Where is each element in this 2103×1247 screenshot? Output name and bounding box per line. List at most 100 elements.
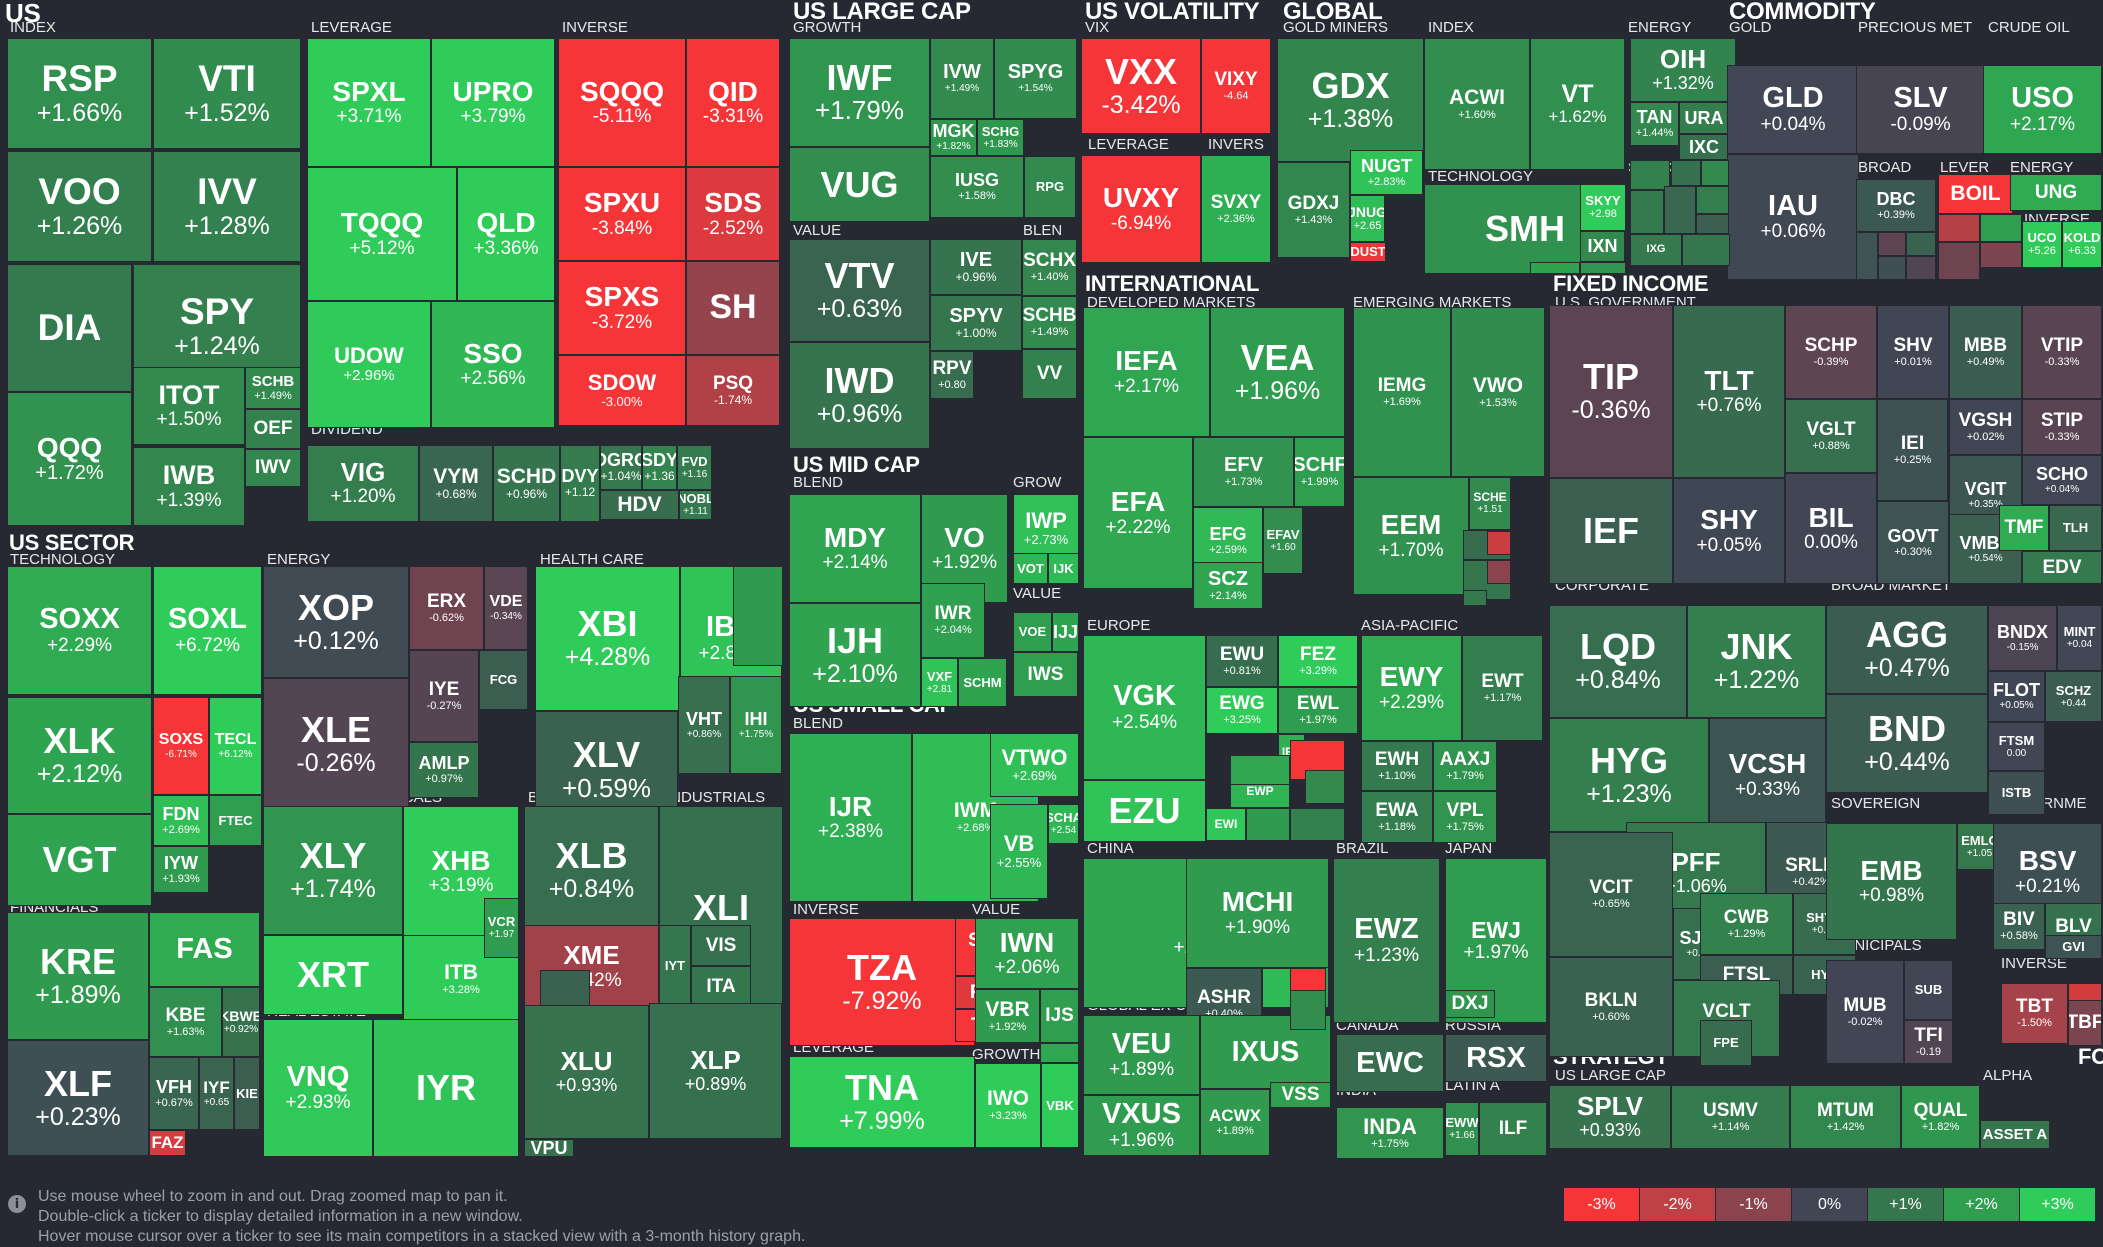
- ticker-tile-vfh[interactable]: VFH +0.67%: [149, 1057, 199, 1130]
- ticker-tile-vgk[interactable]: VGK +2.54%: [1083, 635, 1206, 780]
- ticker-tile-sh[interactable]: SH: [686, 261, 780, 355]
- ticker-tile-eww[interactable]: EWW +1.66: [1445, 1102, 1479, 1156]
- ticker-tile-fcg[interactable]: FCG: [479, 650, 528, 710]
- ticker-tile-xlb[interactable]: XLB +0.84%: [524, 806, 659, 934]
- ticker-tile-ewg[interactable]: EWG +3.25%: [1206, 687, 1278, 734]
- ticker-tile-schp[interactable]: SCHP -0.39%: [1785, 305, 1877, 399]
- ticker-tile-tip[interactable]: TIP -0.36%: [1549, 305, 1673, 478]
- ticker-tile-dbc[interactable]: DBC +0.39%: [1856, 179, 1936, 232]
- ticker-tile-ijj[interactable]: IJJ: [1052, 612, 1079, 652]
- ticker-tile-iye[interactable]: IYE -0.27%: [409, 650, 479, 742]
- ticker-tile-vot[interactable]: VOT: [1013, 553, 1048, 584]
- ticker-tile-ita[interactable]: ITA: [691, 966, 751, 1008]
- ticker-tile-rsp[interactable]: RSP +1.66%: [7, 38, 152, 149]
- ticker-tile-scha[interactable]: SCHA+2.54: [1048, 804, 1079, 844]
- ticker-tile-efav[interactable]: EFAV +1.60: [1263, 507, 1303, 574]
- ticker-tile-ijs[interactable]: IJS: [1040, 989, 1079, 1043]
- ticker-tile-vb[interactable]: VB +2.55%: [990, 804, 1048, 899]
- ticker-tile-cwb[interactable]: CWB +1.29%: [1700, 893, 1793, 955]
- ticker-tile-dvy[interactable]: DVY +1.12: [560, 445, 600, 522]
- ticker-tile-dust[interactable]: DUST: [1350, 242, 1386, 262]
- ticker-tile-xlu[interactable]: XLU +0.93%: [524, 1005, 649, 1139]
- ticker-tile-vgt[interactable]: VGT: [7, 814, 152, 906]
- ticker-tile-voe[interactable]: VOE: [1013, 612, 1052, 652]
- ticker-tile-vig[interactable]: VIG +1.20%: [307, 445, 419, 522]
- ticker-tile-small[interactable]: [540, 970, 590, 1006]
- ticker-tile-ewh[interactable]: EWH +1.10%: [1361, 741, 1433, 791]
- ticker-tile-ung[interactable]: UNG: [2010, 174, 2102, 211]
- ticker-tile-emb[interactable]: EMB +0.98%: [1826, 823, 1957, 940]
- ticker-tile-iwr[interactable]: IWR +2.04%: [921, 583, 985, 658]
- ticker-tile-oih[interactable]: OIH +1.32%: [1630, 38, 1736, 102]
- ticker-tile-sso[interactable]: SSO +2.56%: [431, 301, 555, 428]
- ticker-tile-fvd[interactable]: FVD +1.16: [677, 445, 712, 490]
- ticker-tile-kbe[interactable]: KBE +1.63%: [149, 987, 222, 1057]
- ticker-tile-tmf[interactable]: TMF: [1999, 505, 2049, 551]
- ticker-tile-upro[interactable]: UPRO +3.79%: [431, 38, 555, 167]
- ticker-tile-scho[interactable]: SCHO +0.04%: [2022, 455, 2102, 505]
- ticker-tile-ezu[interactable]: EZU: [1083, 780, 1206, 842]
- ticker-tile-tbt[interactable]: TBT -1.50%: [2001, 983, 2068, 1044]
- ticker-tile-xrt[interactable]: XRT: [263, 935, 403, 1015]
- ticker-tile-tlh[interactable]: TLH: [2049, 505, 2102, 551]
- ticker-tile-vss[interactable]: VSS: [1270, 1082, 1331, 1108]
- ticker-tile-tbf[interactable]: TBF: [2068, 1000, 2102, 1046]
- ticker-tile-flot[interactable]: FLOT +0.05%: [1988, 671, 2045, 722]
- ticker-tile-splv[interactable]: SPLV +0.93%: [1549, 1085, 1671, 1149]
- ticker-tile-schz[interactable]: SCHZ +0.44: [2045, 671, 2102, 722]
- ticker-tile-kold[interactable]: KOLD +6.33: [2062, 221, 2102, 268]
- ticker-tile-jnk[interactable]: JNK +1.22%: [1687, 605, 1826, 718]
- ticker-tile-tan[interactable]: TAN +1.44%: [1630, 102, 1679, 146]
- ticker-tile-tlt[interactable]: TLT +0.76%: [1673, 305, 1785, 478]
- ticker-tile-scz[interactable]: SCZ +2.14%: [1193, 562, 1263, 609]
- ticker-tile-vti[interactable]: VTI +1.52%: [153, 38, 301, 149]
- ticker-tile-uso[interactable]: USO +2.17%: [1983, 65, 2102, 154]
- ticker-tile-ewy[interactable]: EWY +2.29%: [1361, 635, 1462, 741]
- ticker-tile-rpv[interactable]: RPV +0.80: [930, 351, 974, 399]
- ticker-tile-small[interactable]: [1906, 232, 1936, 256]
- ticker-tile-iyf[interactable]: IYF +0.65: [199, 1057, 234, 1130]
- ticker-tile-ijh[interactable]: IJH +2.10%: [789, 603, 921, 707]
- ticker-tile-kie[interactable]: KIE: [234, 1057, 260, 1130]
- ticker-tile-vixy[interactable]: VIXY -4.64: [1201, 38, 1271, 134]
- ticker-tile-vxf[interactable]: VXF +2.81: [921, 658, 958, 707]
- ticker-tile-iyr[interactable]: IYR: [373, 1019, 519, 1157]
- ticker-tile-small[interactable]: [1290, 990, 1326, 1030]
- ticker-tile-iwv[interactable]: IWV: [245, 449, 301, 487]
- ticker-tile-hyg[interactable]: HYG +1.23%: [1549, 718, 1709, 832]
- ticker-tile-tecl[interactable]: TECL +6.12%: [209, 697, 262, 795]
- ticker-tile-iwd[interactable]: IWD +0.96%: [789, 342, 930, 449]
- ticker-tile-faz[interactable]: FAZ: [149, 1130, 186, 1156]
- ticker-tile-stip[interactable]: STIP -0.33%: [2022, 399, 2102, 455]
- ticker-tile-vcsh[interactable]: VCSH +0.33%: [1709, 718, 1826, 832]
- ticker-tile-shv[interactable]: SHV +0.01%: [1877, 305, 1949, 399]
- ticker-tile-small[interactable]: [1040, 1043, 1079, 1063]
- ticker-tile-tqqq[interactable]: TQQQ +5.12%: [307, 167, 457, 301]
- ticker-tile-ewt[interactable]: EWT +1.17%: [1462, 635, 1543, 741]
- ticker-tile-small[interactable]: [1682, 234, 1730, 266]
- ticker-tile-vxx[interactable]: VXX -3.42%: [1081, 38, 1201, 134]
- ticker-tile-vym[interactable]: VYM +0.68%: [419, 445, 493, 522]
- ticker-tile-sqqq[interactable]: SQQQ -5.11%: [558, 38, 686, 167]
- ticker-tile-vbk[interactable]: VBK: [1041, 1063, 1079, 1148]
- ticker-tile-iwo[interactable]: IWO +3.23%: [975, 1063, 1041, 1148]
- ticker-tile-vtv[interactable]: VTV +0.63%: [789, 239, 930, 342]
- ticker-tile-vv[interactable]: VV: [1022, 349, 1077, 399]
- ticker-tile-jnug[interactable]: JNUG+2.65: [1350, 195, 1385, 242]
- ticker-tile-bil[interactable]: BIL 0.00%: [1785, 473, 1877, 584]
- ticker-tile-lqd[interactable]: LQD +0.84%: [1549, 605, 1687, 718]
- ticker-tile-xbi[interactable]: XBI +4.28%: [535, 566, 680, 711]
- ticker-tile-gdxj[interactable]: GDXJ +1.43%: [1277, 162, 1350, 258]
- ticker-tile-fdn[interactable]: FDN +2.69%: [153, 795, 209, 846]
- ticker-tile-small[interactable]: [1980, 242, 2022, 268]
- ticker-tile-vis[interactable]: VIS: [691, 925, 751, 966]
- ticker-tile-mchi[interactable]: MCHI +1.90%: [1186, 858, 1329, 968]
- ticker-tile-vxus[interactable]: VXUS +1.96%: [1083, 1095, 1200, 1156]
- ticker-tile-small[interactable]: [1696, 214, 1729, 234]
- ticker-tile-qqq[interactable]: QQQ +1.72%: [7, 392, 132, 526]
- ticker-tile-iwp[interactable]: IWP +2.73%: [1013, 494, 1079, 563]
- ticker-tile-hdv[interactable]: HDV: [600, 490, 679, 520]
- ticker-tile-qid[interactable]: QID -3.31%: [686, 38, 780, 167]
- ticker-tile-efa[interactable]: EFA +2.22%: [1083, 437, 1193, 589]
- ticker-tile-small[interactable]: [1230, 755, 1290, 785]
